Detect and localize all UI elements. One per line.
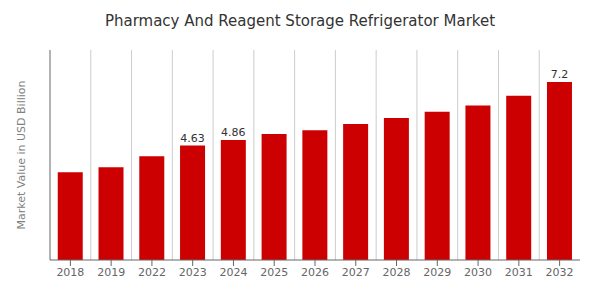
svg-text:2027: 2027 xyxy=(342,266,370,279)
svg-text:Market Value in USD Billion: Market Value in USD Billion xyxy=(15,80,28,229)
svg-text:2028: 2028 xyxy=(383,266,411,279)
html-text:Pharmacy And Reagent Storage R: Pharmacy And Reagent Storage Refrigerato… xyxy=(104,12,496,30)
svg-text:2030: 2030 xyxy=(464,266,492,279)
svg-text:2023: 2023 xyxy=(179,266,207,279)
svg-text:4.86: 4.86 xyxy=(221,126,246,139)
svg-text:2026: 2026 xyxy=(301,266,329,279)
svg-text:2032: 2032 xyxy=(546,266,574,279)
svg-text:7.2: 7.2 xyxy=(551,68,569,81)
svg-text:2018: 2018 xyxy=(56,266,84,279)
svg-text:2031: 2031 xyxy=(505,266,533,279)
svg-text:2022: 2022 xyxy=(138,266,166,279)
svg-text:2025: 2025 xyxy=(260,266,288,279)
svg-text:2029: 2029 xyxy=(423,266,451,279)
svg-text:2019: 2019 xyxy=(97,266,125,279)
svg-text:2024: 2024 xyxy=(219,266,247,279)
svg-text:4.63: 4.63 xyxy=(180,132,205,145)
